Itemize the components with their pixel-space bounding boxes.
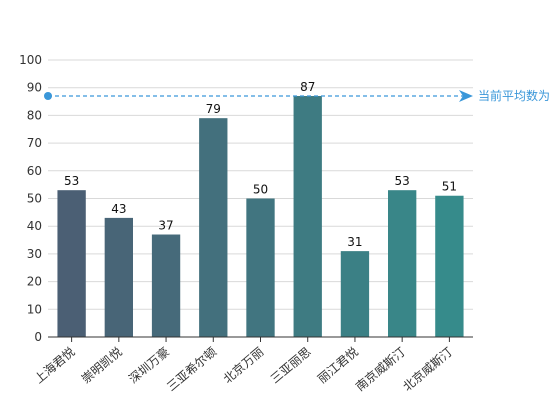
x-category-label: 上海君悦: [31, 344, 77, 386]
y-tick-label: 60: [27, 164, 42, 178]
y-axis-ticks: 0 10 20 30 40 50 60 70 80 90 100: [19, 53, 42, 344]
y-tick-label: 10: [27, 302, 42, 316]
y-tick-label: 0: [34, 330, 42, 344]
x-category-label: 三亚希尔顿: [164, 344, 220, 394]
bar: [104, 217, 133, 337]
bar-value-label: 43: [111, 202, 126, 216]
bar-value-label: 53: [64, 174, 79, 188]
bar: [246, 198, 275, 337]
y-tick-label: 50: [27, 192, 42, 206]
x-category-label: 崇明凯悦: [79, 345, 125, 387]
bar-value-label: 53: [395, 174, 410, 188]
bar: [340, 251, 370, 337]
y-tick-label: 70: [27, 136, 42, 150]
y-tick-label: 80: [27, 108, 42, 122]
bar: [199, 118, 228, 337]
x-category-label: 深圳万豪: [126, 344, 172, 386]
y-tick-label: 90: [27, 81, 42, 95]
average-line-arrow-icon: [459, 90, 473, 103]
data-labels: 53 43 37 79 50 87 31 53 51: [64, 80, 457, 249]
bar-value-label: 31: [347, 235, 362, 249]
average-line-label: 当前平均数为: [478, 88, 550, 103]
x-category-label: 三亚丽思: [268, 345, 314, 387]
bar-value-label: 51: [442, 180, 457, 194]
bar-value-label: 79: [206, 102, 221, 116]
x-category-label: 北京万丽: [221, 345, 267, 387]
bars: [57, 96, 464, 337]
bar: [57, 190, 86, 337]
x-category-label: 北京威斯汀: [400, 345, 455, 394]
average-line-start-marker: [44, 92, 52, 101]
bar-value-label: 50: [253, 183, 268, 197]
bar: [151, 234, 181, 337]
bar: [293, 96, 322, 337]
average-line-group: 当前平均数为: [44, 88, 550, 103]
bar-value-label: 37: [158, 219, 173, 233]
bar-value-label: 87: [300, 80, 315, 94]
y-tick-label: 20: [27, 275, 42, 289]
y-tick-label: 40: [27, 219, 42, 233]
x-category-label: 丽江君悦: [315, 345, 361, 387]
bar: [435, 195, 464, 337]
y-tick-label: 100: [19, 53, 42, 67]
bar: [388, 190, 417, 337]
y-tick-label: 30: [27, 247, 42, 261]
x-category-label: 南京威斯汀: [352, 344, 408, 394]
